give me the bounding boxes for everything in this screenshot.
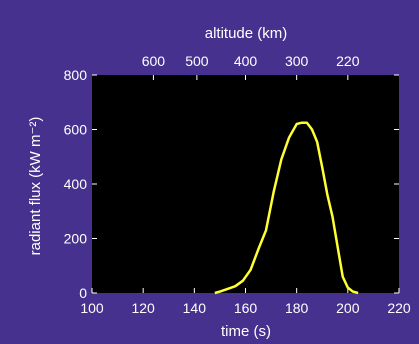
tick-marks [91,74,400,294]
top-tick-label: 300 [285,53,309,69]
y-tick-label: 400 [64,176,88,192]
x-tick-label: 160 [234,300,258,316]
x-tick-label: 180 [285,300,309,316]
x-tick-label: 200 [336,300,360,316]
x-tick-label: 140 [183,300,207,316]
x-tick-label: 120 [131,300,155,316]
top-tick-label: 600 [142,53,166,69]
top-tick-label: 500 [185,53,209,69]
y-tick-label: 800 [64,67,88,83]
x-tick-label: 220 [387,300,411,316]
top-tick-label: 400 [234,53,258,69]
plot-area [92,75,399,293]
x-tick-label: 100 [80,300,104,316]
y-axis-title: radiant flux (kW m⁻²) [27,117,44,256]
top-tick-label: 220 [336,53,360,69]
x-axis-title: time (s) [221,323,271,340]
series-line [214,121,359,295]
y-tick-label: 200 [64,231,88,247]
tick-labels: 100 120 140 160 180 200 220 0 200 400 600 800 600 500… [64,53,411,316]
y-tick-label: 0 [79,285,87,301]
y-tick-label: 600 [64,122,88,138]
top-axis-title: altitude (km) [205,25,288,42]
